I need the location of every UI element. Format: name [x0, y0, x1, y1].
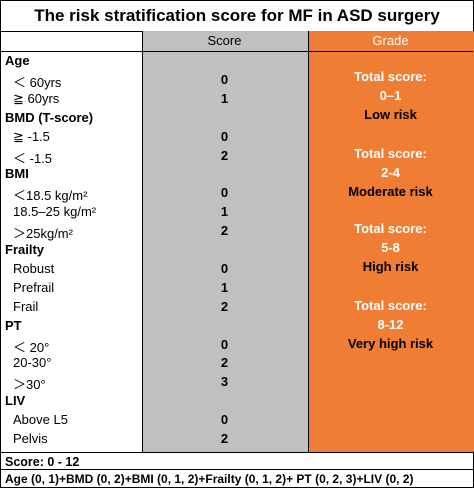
- category-label: BMI: [5, 166, 29, 182]
- option-label: Pelvis: [13, 431, 48, 446]
- option-label: ≧ 60yrs: [13, 90, 60, 106]
- grade-total: Total score:: [354, 69, 427, 84]
- grade-total: Total score:: [354, 221, 427, 236]
- score-value: 2: [220, 431, 229, 446]
- option-label: ＜18.5 kg/m²: [13, 188, 88, 204]
- score-value: 1: [220, 279, 229, 295]
- score-value: 0: [220, 71, 229, 87]
- score-value: 2: [220, 223, 229, 239]
- score-range-footer: Score: 0 - 12: [1, 452, 473, 470]
- grade-range: 8-12: [377, 317, 404, 332]
- score-value: 2: [220, 355, 229, 371]
- grade-risk: High risk: [362, 259, 419, 274]
- header-divider: [1, 51, 473, 52]
- category-label: Age: [5, 53, 30, 68]
- grade-header: Grade: [372, 33, 409, 48]
- grade-total: Total score:: [354, 298, 427, 313]
- option-label: ＞30°: [13, 377, 46, 393]
- option-label: 18.5–25 kg/m²: [13, 204, 97, 220]
- score-formula-footer: Age (0, 1)+BMD (0, 2)+BMI (0, 1, 2)+Frai…: [1, 469, 473, 487]
- grade-risk: Moderate risk: [348, 184, 433, 199]
- category-label: PT: [5, 317, 22, 333]
- grade-risk: Low risk: [364, 107, 417, 122]
- score-value: 3: [220, 374, 229, 390]
- grade-range: 2-4: [381, 165, 400, 180]
- option-label: Robust: [13, 260, 55, 276]
- option-label: Prefrail: [13, 279, 55, 295]
- option-label: ＜ -1.5: [13, 150, 53, 166]
- option-label: Above L5: [13, 412, 68, 428]
- score-value: 0: [220, 260, 229, 276]
- score-value: 1: [220, 204, 229, 220]
- score-value: 2: [220, 147, 229, 163]
- score-value: 0: [220, 185, 229, 201]
- grade-range: 5-8: [381, 240, 400, 255]
- score-column-background: [142, 31, 308, 452]
- option-label: ≧ -1.5: [13, 128, 50, 144]
- option-label: Frail: [13, 298, 39, 314]
- grade-column-background: [308, 31, 474, 452]
- table-title: The risk stratification score for MF in …: [1, 1, 473, 32]
- grade-risk: Very high risk: [347, 336, 434, 351]
- score-header: Score: [207, 33, 242, 48]
- score-value: 2: [220, 298, 229, 314]
- score-value: 0: [220, 128, 229, 144]
- score-value: 1: [220, 90, 229, 106]
- grade-total: Total score:: [354, 146, 427, 161]
- category-label: LIV: [5, 393, 26, 409]
- category-label: BMD (T-score): [5, 109, 94, 125]
- score-value: 0: [220, 336, 229, 352]
- option-label: ＜ 60yrs: [13, 74, 62, 90]
- score-value: 0: [220, 412, 229, 428]
- option-label: ＞25kg/m²: [13, 226, 73, 242]
- option-label: ＜ 20°: [13, 339, 50, 355]
- option-label: 20-30°: [13, 355, 52, 371]
- category-label: Frailty: [5, 242, 45, 257]
- grade-range: 0–1: [379, 88, 402, 103]
